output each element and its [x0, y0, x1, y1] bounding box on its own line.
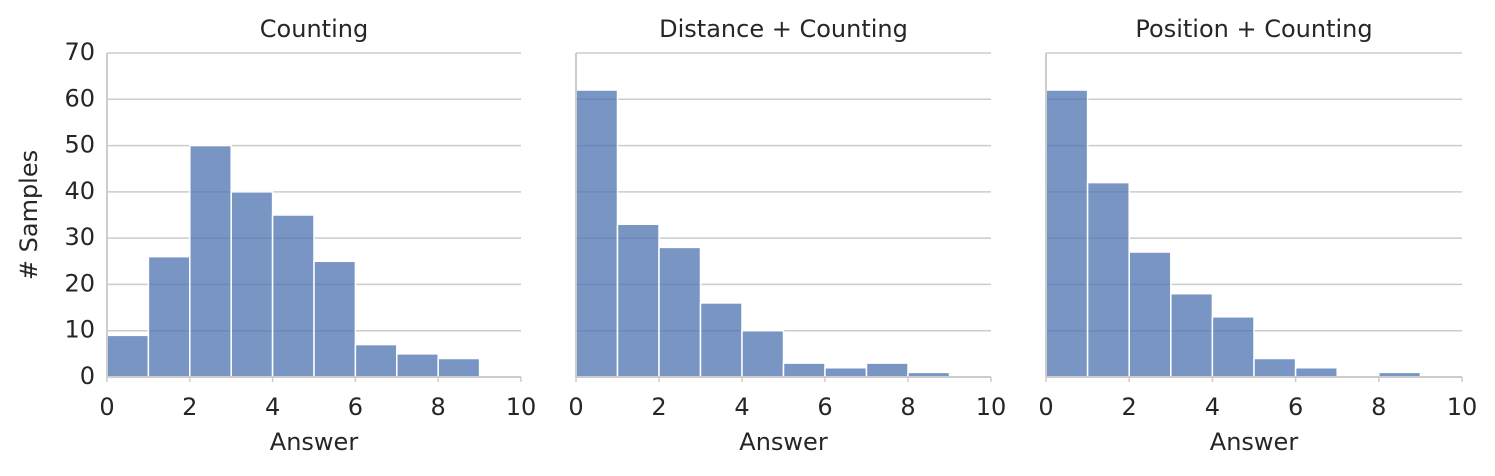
bar — [1211, 316, 1255, 378]
bar — [230, 191, 274, 378]
bar — [396, 353, 439, 378]
panel-title: Position + Counting — [1135, 15, 1372, 43]
y-tick-label: 40 — [64, 177, 95, 205]
bar — [189, 144, 232, 378]
bar — [106, 334, 150, 378]
x-tick-label: 4 — [1205, 393, 1220, 421]
x-tick-label: 6 — [348, 393, 363, 421]
bar — [437, 357, 481, 378]
bar — [354, 343, 398, 378]
bar — [699, 302, 743, 378]
bar — [1253, 357, 1297, 378]
x-tick-label: 10 — [506, 393, 537, 421]
bar — [1294, 366, 1338, 378]
x-tick-label: 2 — [182, 393, 197, 421]
bar — [782, 362, 826, 378]
bar — [313, 260, 357, 378]
bar — [271, 214, 315, 378]
y-tick-label: 0 — [80, 362, 95, 390]
x-axis-label: Answer — [270, 428, 359, 456]
x-tick-label: 0 — [99, 393, 114, 421]
bar — [147, 255, 191, 378]
bar — [1086, 181, 1130, 378]
x-tick-label: 10 — [1447, 393, 1478, 421]
x-tick-label: 6 — [817, 393, 832, 421]
y-tick-label: 60 — [64, 84, 95, 112]
bar — [1128, 251, 1172, 378]
x-tick-label: 4 — [734, 393, 749, 421]
bar — [865, 362, 909, 378]
panel-title: Distance + Counting — [659, 15, 908, 43]
x-tick-label: 8 — [900, 393, 915, 421]
y-tick-label: 10 — [64, 316, 95, 344]
y-tick-label: 70 — [64, 38, 95, 66]
y-tick-label: 50 — [64, 131, 95, 159]
panel-title: Counting — [260, 15, 368, 43]
bar — [1170, 292, 1214, 378]
bar — [741, 329, 785, 378]
x-tick-label: 2 — [1122, 393, 1137, 421]
x-tick-label: 8 — [1371, 393, 1386, 421]
x-tick-label: 6 — [1288, 393, 1303, 421]
bar — [824, 366, 868, 378]
y-tick-label: 30 — [64, 223, 95, 251]
bar — [575, 89, 619, 378]
y-tick-label: 20 — [64, 269, 95, 297]
x-tick-label: 2 — [651, 393, 666, 421]
x-tick-label: 0 — [1038, 393, 1053, 421]
x-axis-label: Answer — [1210, 428, 1299, 456]
x-tick-label: 10 — [976, 393, 1007, 421]
y-axis-label: # Samples — [15, 150, 43, 280]
bar — [658, 246, 702, 378]
x-tick-label: 8 — [431, 393, 446, 421]
bar — [616, 223, 660, 378]
x-tick-label: 0 — [568, 393, 583, 421]
x-axis-label: Answer — [739, 428, 828, 456]
bar — [1045, 89, 1089, 378]
x-tick-label: 4 — [265, 393, 280, 421]
